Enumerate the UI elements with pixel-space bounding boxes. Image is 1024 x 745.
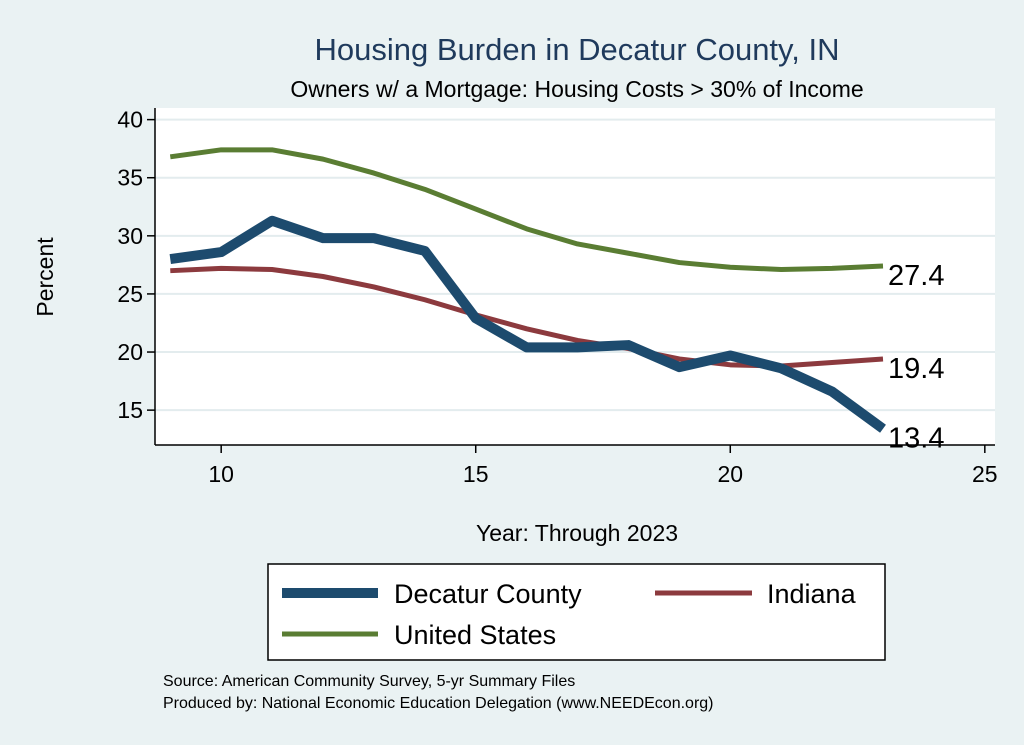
x-tick-label-15: 15	[463, 461, 489, 487]
y-axis-ticks: 15 20 25 30 35 40	[117, 107, 155, 423]
end-label-united-states: 27.4	[888, 260, 944, 292]
end-labels: 27.4 19.4 13.4	[888, 260, 944, 455]
y-tick-label-15: 15	[117, 397, 143, 423]
chart-subtitle: Owners w/ a Mortgage: Housing Costs > 30…	[290, 76, 863, 102]
source-line-2: Produced by: National Economic Education…	[163, 695, 714, 712]
plot-area	[155, 108, 995, 445]
y-tick-label-35: 35	[117, 165, 143, 191]
x-tick-label-10: 10	[208, 461, 234, 487]
x-tick-label-25: 25	[972, 461, 998, 487]
end-label-indiana: 19.4	[888, 353, 944, 385]
legend-label-decatur-county: Decatur County	[394, 579, 582, 609]
y-axis-title: Percent	[32, 237, 58, 317]
legend-label-indiana: Indiana	[767, 579, 857, 609]
end-label-decatur-county: 13.4	[888, 423, 944, 455]
legend: Decatur County Indiana United States	[267, 563, 886, 661]
y-tick-label-40: 40	[117, 107, 143, 133]
x-axis-title: Year: Through 2023	[476, 520, 678, 546]
series-group	[169, 147, 886, 433]
y-tick-label-20: 20	[117, 339, 143, 365]
y-tick-label-25: 25	[117, 281, 143, 307]
legend-label-united-states: United States	[394, 620, 556, 650]
legend-box	[267, 563, 886, 661]
chart-title: Housing Burden in Decatur County, IN	[315, 32, 840, 67]
x-axis-ticks: 10 15 20 25	[208, 445, 998, 487]
x-tick-label-20: 20	[717, 461, 743, 487]
y-tick-label-30: 30	[117, 223, 143, 249]
source-line-1: Source: American Community Survey, 5-yr …	[163, 673, 575, 690]
